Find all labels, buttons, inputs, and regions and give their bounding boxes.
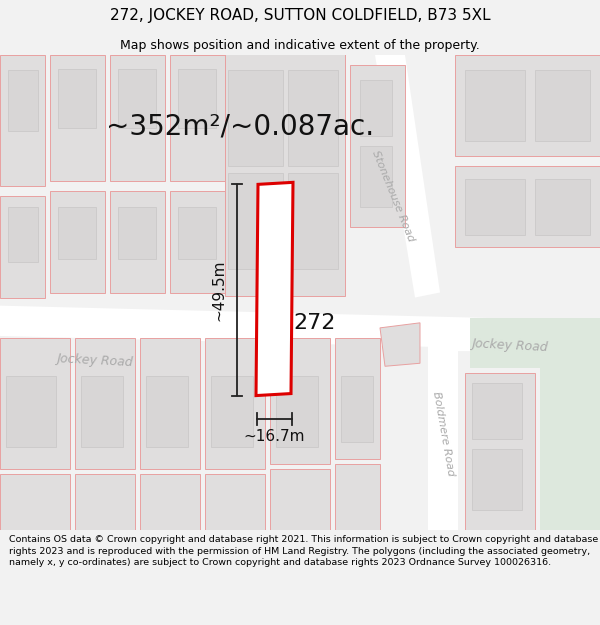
Bar xyxy=(50,191,105,292)
Bar xyxy=(75,474,135,530)
Bar xyxy=(228,173,283,269)
Bar xyxy=(472,384,522,439)
Text: Jockey Road: Jockey Road xyxy=(472,337,548,354)
Bar xyxy=(205,338,265,469)
Polygon shape xyxy=(256,182,293,396)
Bar xyxy=(0,338,70,469)
Bar xyxy=(0,55,45,186)
Bar xyxy=(535,70,590,141)
Polygon shape xyxy=(380,323,420,366)
Bar xyxy=(465,179,525,235)
Bar xyxy=(270,469,330,530)
Bar xyxy=(228,70,283,166)
Bar xyxy=(225,48,345,296)
Bar xyxy=(288,173,338,269)
Bar xyxy=(118,207,156,259)
Bar xyxy=(470,318,600,368)
Text: 272, JOCKEY ROAD, SUTTON COLDFIELD, B73 5XL: 272, JOCKEY ROAD, SUTTON COLDFIELD, B73 … xyxy=(110,8,490,23)
Bar xyxy=(535,179,590,235)
Bar xyxy=(0,196,45,298)
Bar xyxy=(58,207,96,259)
Bar xyxy=(178,69,216,128)
Text: 272: 272 xyxy=(294,313,336,333)
Bar xyxy=(8,207,38,262)
Bar xyxy=(170,55,225,181)
Bar xyxy=(455,55,600,156)
Text: Map shows position and indicative extent of the property.: Map shows position and indicative extent… xyxy=(120,39,480,52)
Text: Boldmere Road: Boldmere Road xyxy=(431,391,455,477)
Bar xyxy=(170,191,225,292)
Bar xyxy=(455,166,600,247)
Bar xyxy=(341,376,373,442)
Text: Contains OS data © Crown copyright and database right 2021. This information is : Contains OS data © Crown copyright and d… xyxy=(9,535,598,568)
Bar xyxy=(140,338,200,469)
Bar xyxy=(360,146,392,207)
Bar xyxy=(140,474,200,530)
Bar xyxy=(270,338,330,464)
Bar xyxy=(350,65,405,227)
Bar xyxy=(276,376,318,447)
Polygon shape xyxy=(428,333,458,530)
Polygon shape xyxy=(375,55,440,298)
Bar xyxy=(360,80,392,136)
Bar xyxy=(146,376,188,447)
Bar xyxy=(110,55,165,181)
Bar xyxy=(118,69,156,128)
Bar xyxy=(110,191,165,292)
Bar xyxy=(81,376,123,447)
Bar xyxy=(335,464,380,530)
Bar xyxy=(288,70,338,166)
Bar xyxy=(8,70,38,131)
Text: ~16.7m: ~16.7m xyxy=(244,429,305,444)
Polygon shape xyxy=(0,306,600,351)
Bar xyxy=(465,373,535,530)
Bar xyxy=(335,338,380,459)
Text: Stonehouse Road: Stonehouse Road xyxy=(370,149,416,244)
Text: ~49.5m: ~49.5m xyxy=(212,259,227,321)
Bar xyxy=(50,55,105,181)
Bar xyxy=(0,474,70,530)
Bar xyxy=(540,348,600,530)
Polygon shape xyxy=(428,321,470,351)
Text: ~352m²/~0.087ac.: ~352m²/~0.087ac. xyxy=(106,113,374,141)
Bar xyxy=(465,70,525,141)
Bar xyxy=(178,207,216,259)
Bar xyxy=(6,376,56,447)
Text: Jockey Road: Jockey Road xyxy=(56,352,133,369)
Bar xyxy=(58,69,96,128)
Bar xyxy=(75,338,135,469)
Bar xyxy=(472,449,522,510)
Bar xyxy=(205,474,265,530)
Bar xyxy=(211,376,253,447)
